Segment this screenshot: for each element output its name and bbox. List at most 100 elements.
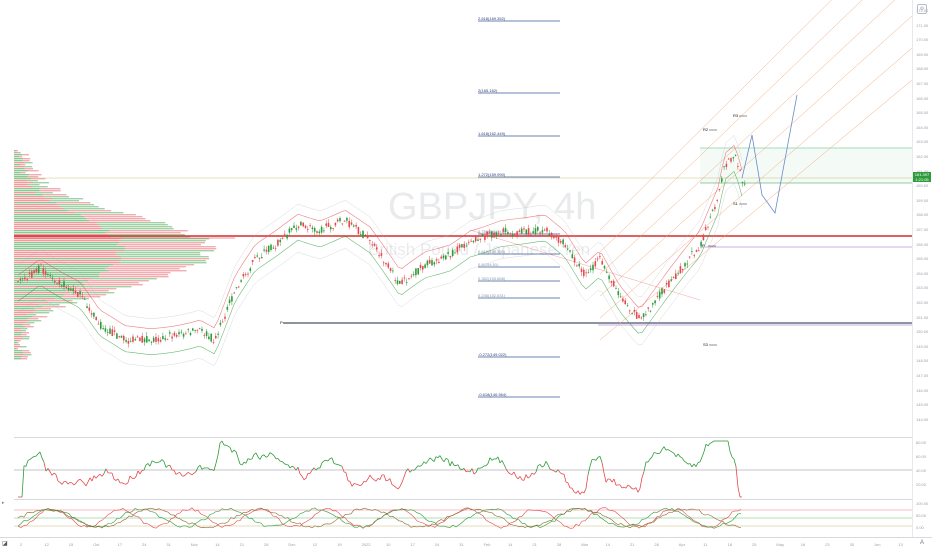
rsi-line-segment bbox=[384, 475, 386, 481]
candle-body bbox=[112, 329, 114, 336]
time-tick-label: 23 bbox=[825, 542, 829, 547]
rsi-line-segment bbox=[392, 485, 394, 486]
tradingview-logo-icon[interactable]: ◪ bbox=[2, 540, 8, 547]
candle-body bbox=[397, 280, 399, 284]
candle-body bbox=[33, 270, 35, 273]
volume-profile-bar bbox=[22, 332, 29, 333]
volume-profile-bar bbox=[14, 214, 81, 215]
volume-profile-bar bbox=[14, 232, 106, 233]
volume-profile-bar bbox=[14, 306, 42, 307]
price-tick-label: 147.00 bbox=[916, 373, 928, 378]
rsi-line-segment bbox=[572, 488, 574, 492]
rsi-line-segment bbox=[248, 459, 250, 460]
time-tick-label: 14 bbox=[215, 542, 219, 547]
candle-body bbox=[712, 210, 714, 211]
volume-profile-bar bbox=[79, 286, 132, 287]
candle-body bbox=[289, 229, 291, 233]
time-tick-label: 30 bbox=[850, 542, 854, 547]
volume-profile-bar bbox=[14, 290, 66, 291]
axis-settings-icon[interactable]: A bbox=[920, 540, 924, 546]
candle-body bbox=[539, 232, 541, 233]
candle-body bbox=[624, 300, 626, 304]
candle-body bbox=[309, 225, 311, 226]
rsi-line-segment bbox=[486, 464, 488, 466]
volume-profile-bar bbox=[117, 254, 201, 255]
rsi-line-segment bbox=[438, 456, 440, 458]
candle-body bbox=[461, 244, 463, 247]
pane-toggle-icon[interactable]: ▸ bbox=[2, 500, 5, 506]
rsi-line-segment bbox=[620, 485, 622, 488]
rsi-line-segment bbox=[346, 473, 348, 481]
candle-body bbox=[204, 335, 206, 336]
candle-body bbox=[231, 296, 233, 301]
volume-profile-bar bbox=[14, 184, 28, 185]
rsi-line-segment bbox=[100, 474, 102, 476]
rsi-line-segment bbox=[76, 480, 78, 483]
candle-body bbox=[252, 260, 254, 262]
candle-body bbox=[238, 287, 240, 288]
volume-profile-bar bbox=[14, 258, 121, 259]
candle-body bbox=[125, 340, 127, 342]
candle-body bbox=[346, 218, 348, 221]
volume-profile-bar bbox=[22, 338, 29, 339]
volume-profile-bar bbox=[27, 180, 38, 181]
candle-body bbox=[160, 340, 162, 342]
rsi-line-segment bbox=[682, 458, 684, 461]
volume-profile-bar bbox=[14, 222, 97, 223]
rsi-line-segment bbox=[222, 441, 224, 445]
chart-settings-icon[interactable]: ⚙ bbox=[917, 4, 927, 14]
candle-body bbox=[486, 232, 488, 235]
volume-profile-bar bbox=[14, 154, 22, 155]
rsi-line-segment bbox=[428, 458, 430, 461]
rsi-line-segment bbox=[474, 473, 476, 474]
rsi-line-segment bbox=[214, 463, 216, 470]
rsi-line-segment bbox=[288, 465, 290, 468]
rsi-line-segment bbox=[534, 472, 536, 475]
rsi-line-segment bbox=[390, 479, 392, 485]
candle-body bbox=[477, 239, 479, 240]
volume-profile-bar bbox=[14, 160, 23, 161]
candle-body bbox=[401, 280, 403, 284]
candle-body bbox=[415, 268, 417, 275]
candle-body bbox=[114, 330, 116, 331]
candle-body bbox=[661, 289, 663, 295]
candle-body bbox=[371, 245, 373, 246]
rsi-line-segment bbox=[628, 485, 630, 487]
rsi-line-segment bbox=[126, 483, 128, 485]
candle-body bbox=[528, 228, 530, 235]
candle-body bbox=[181, 332, 183, 333]
rsi-line-segment bbox=[80, 479, 82, 481]
rsi-line-segment bbox=[246, 459, 248, 464]
candle-body bbox=[141, 336, 143, 343]
time-tick-label: Nov bbox=[191, 542, 198, 547]
volume-profile-bar bbox=[14, 282, 83, 283]
volume-profile-bar bbox=[29, 320, 41, 321]
rsi-line-segment bbox=[492, 459, 494, 461]
volume-profile-bar bbox=[14, 176, 27, 177]
candle-body bbox=[463, 244, 465, 248]
volume-profile-bar bbox=[17, 344, 20, 345]
pivot-marker-label: S3 bbox=[703, 342, 709, 347]
candle-body bbox=[162, 336, 164, 339]
volume-profile-bar bbox=[22, 350, 29, 351]
rsi-line-segment bbox=[638, 488, 640, 492]
candle-body bbox=[493, 233, 495, 238]
candle-body bbox=[227, 307, 229, 310]
candle-body bbox=[247, 274, 249, 275]
volume-profile-bar bbox=[18, 152, 21, 153]
rsi-line-segment bbox=[700, 457, 702, 462]
volume-profile-bar bbox=[14, 224, 99, 225]
rsi-line-segment bbox=[736, 467, 738, 488]
time-tick-label: 2022 bbox=[362, 542, 371, 547]
rsi-line-segment bbox=[640, 478, 642, 489]
price-tick-label: 162.00 bbox=[916, 154, 928, 159]
rsi-line-segment bbox=[78, 479, 80, 480]
rsi-line-segment bbox=[370, 475, 372, 478]
rsi-line-segment bbox=[270, 453, 272, 454]
candle-body bbox=[406, 282, 408, 283]
volume-profile-bar bbox=[21, 358, 27, 359]
candle-body bbox=[22, 279, 24, 280]
rsi-line-segment bbox=[546, 461, 548, 464]
